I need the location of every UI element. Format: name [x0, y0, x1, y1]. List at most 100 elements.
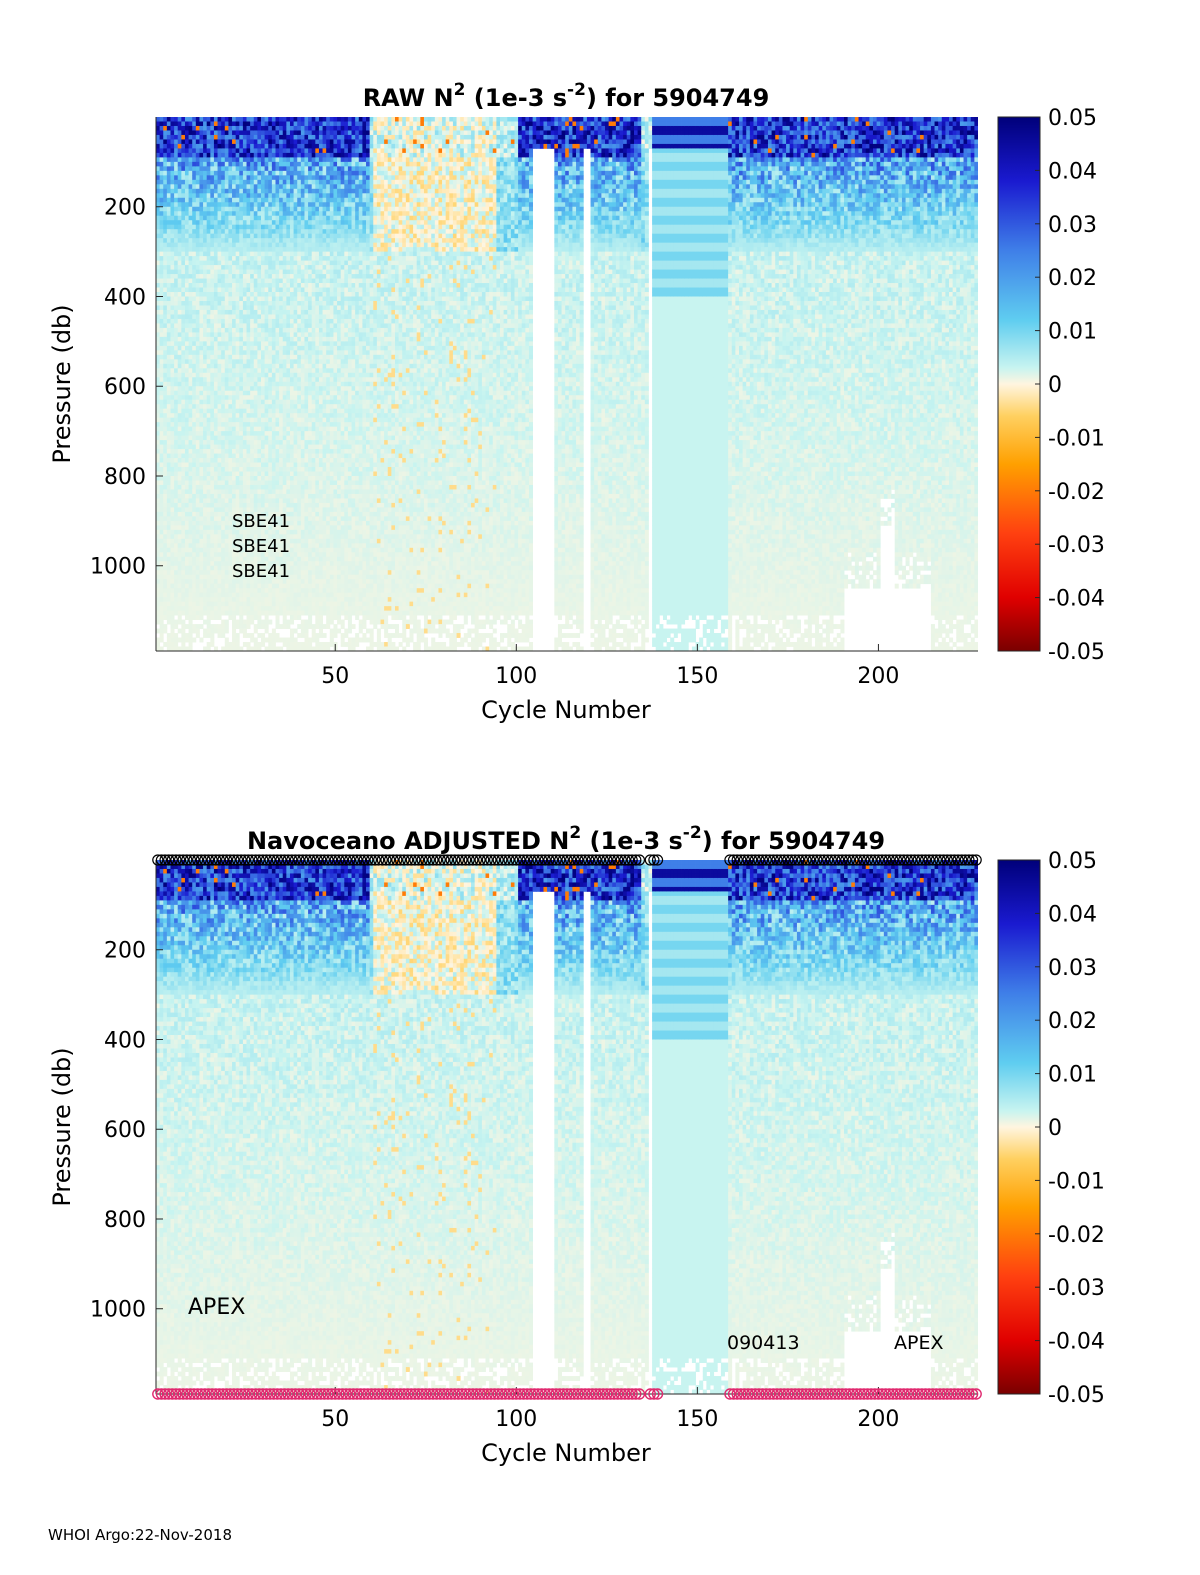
- heatmap-cell: [228, 404, 233, 410]
- heatmap-cell: [282, 588, 287, 594]
- heatmap-cell: [235, 175, 240, 181]
- heatmap-cell: [221, 570, 226, 576]
- heatmap-cell: [293, 408, 298, 414]
- heatmap-cell: [166, 489, 171, 495]
- heatmap-cell: [279, 148, 284, 154]
- heatmap-cell: [297, 323, 302, 329]
- heatmap-cell: [159, 592, 164, 598]
- heatmap-cell: [242, 368, 247, 374]
- heatmap-cell: [210, 413, 215, 419]
- heatmap-cell: [253, 574, 258, 580]
- heatmap-cell: [289, 606, 294, 612]
- heatmap-cell: [224, 318, 229, 324]
- heatmap-cell: [195, 327, 200, 333]
- heatmap-cell: [271, 520, 276, 526]
- heatmap-cell: [257, 561, 262, 567]
- heatmap-cell: [221, 583, 226, 589]
- heatmap-cell: [159, 318, 164, 324]
- heatmap-cell: [239, 386, 244, 392]
- heatmap-cell: [217, 206, 222, 212]
- heatmap-cell: [275, 583, 280, 589]
- heatmap-cell: [300, 256, 305, 261]
- heatmap-cell: [228, 242, 233, 248]
- heatmap-cell: [203, 440, 208, 445]
- heatmap-cell: [257, 386, 262, 392]
- heatmap-cell: [159, 229, 164, 235]
- heatmap-cell: [184, 139, 189, 145]
- heatmap-cell: [304, 265, 309, 270]
- heatmap-cell: [210, 525, 215, 531]
- heatmap-cell: [289, 462, 294, 468]
- heatmap-cell: [250, 224, 255, 230]
- heatmap-cell: [210, 574, 215, 580]
- heatmap-cell: [159, 260, 164, 266]
- heatmap-cell: [213, 435, 218, 441]
- heatmap-cell: [170, 619, 175, 625]
- heatmap-cell: [184, 646, 189, 651]
- heatmap-cell: [206, 305, 211, 311]
- heatmap-cell: [192, 628, 197, 634]
- heatmap-cell: [199, 484, 204, 490]
- heatmap-cell: [181, 148, 186, 154]
- heatmap-cell: [210, 610, 215, 616]
- heatmap-cell: [181, 341, 186, 347]
- heatmap-cell: [261, 570, 266, 576]
- heatmap-cell: [250, 143, 255, 149]
- heatmap-cell: [239, 143, 244, 149]
- heatmap-cell: [264, 615, 269, 620]
- heatmap-cell: [275, 372, 280, 378]
- heatmap-cell: [304, 215, 309, 221]
- heatmap-cell: [300, 426, 305, 432]
- heatmap-cell: [289, 453, 294, 459]
- heatmap-cell: [192, 597, 197, 603]
- heatmap-cell: [166, 327, 171, 333]
- heatmap-cell: [210, 534, 215, 540]
- heatmap-cell: [308, 121, 313, 127]
- heatmap-cell: [199, 574, 204, 580]
- heatmap-cell: [181, 260, 186, 266]
- heatmap-cell: [257, 440, 262, 445]
- heatmap-cell: [257, 413, 262, 419]
- heatmap-cell: [166, 529, 171, 535]
- heatmap-cell: [210, 440, 215, 445]
- heatmap-cell: [195, 305, 200, 311]
- heatmap-cell: [228, 197, 233, 203]
- heatmap-cell: [206, 588, 211, 594]
- heatmap-cell: [268, 188, 273, 194]
- heatmap-cell: [177, 238, 182, 244]
- heatmap-cell: [297, 475, 302, 481]
- heatmap-cell: [156, 197, 161, 203]
- heatmap-cell: [232, 130, 237, 136]
- heatmap-cell: [184, 386, 189, 392]
- heatmap-cell: [232, 579, 237, 585]
- heatmap-cell: [213, 148, 218, 154]
- heatmap-cell: [293, 283, 298, 288]
- heatmap-cell: [217, 543, 222, 549]
- heatmap-cell: [188, 265, 193, 270]
- heatmap-cell: [304, 493, 309, 499]
- heatmap-cell: [206, 592, 211, 598]
- heatmap-cell: [257, 547, 262, 553]
- heatmap-cell: [308, 314, 313, 320]
- heatmap-cell: [210, 372, 215, 378]
- heatmap-cell: [250, 152, 255, 158]
- heatmap-cell: [166, 453, 171, 459]
- heatmap-cell: [239, 529, 244, 535]
- heatmap-cell: [235, 309, 240, 315]
- heatmap-cell: [224, 493, 229, 499]
- heatmap-cell: [177, 251, 182, 257]
- heatmap-cell: [300, 170, 305, 176]
- heatmap-cell: [163, 175, 168, 181]
- heatmap-cell: [170, 552, 175, 558]
- heatmap-cell: [188, 283, 193, 288]
- heatmap-cell: [181, 390, 186, 396]
- heatmap-cell: [217, 417, 222, 423]
- heatmap-cell: [242, 269, 247, 275]
- heatmap-cell: [181, 220, 186, 226]
- heatmap-cell: [184, 323, 189, 329]
- heatmap-cell: [250, 211, 255, 217]
- heatmap-cell: [239, 534, 244, 540]
- heatmap-cell: [170, 480, 175, 486]
- heatmap-cell: [286, 309, 291, 315]
- heatmap-cell: [217, 314, 222, 320]
